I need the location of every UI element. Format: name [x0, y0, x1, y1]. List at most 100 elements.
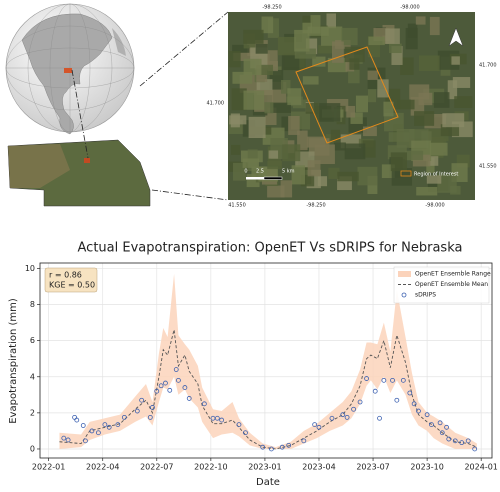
point	[186, 396, 192, 401]
y-tick-label: 8	[30, 300, 35, 309]
field	[405, 27, 418, 50]
point	[243, 430, 248, 436]
y-tick-label: 0	[30, 444, 35, 453]
field	[442, 113, 465, 128]
field	[350, 112, 363, 124]
field	[357, 166, 378, 186]
field	[332, 41, 344, 63]
map-overlay	[246, 27, 464, 180]
field	[429, 142, 448, 156]
point	[416, 408, 421, 414]
point	[158, 383, 164, 389]
field	[383, 101, 394, 117]
point	[312, 422, 318, 427]
field	[287, 88, 302, 105]
point	[236, 422, 242, 427]
field	[337, 171, 359, 182]
map-label: -98.250	[262, 5, 281, 11]
point	[269, 446, 274, 452]
map-label: 2.5	[256, 169, 264, 175]
point	[452, 438, 458, 444]
field	[451, 56, 460, 65]
field	[277, 36, 297, 56]
map-label: Region of Interest	[414, 172, 458, 178]
point	[214, 415, 220, 421]
point	[72, 414, 78, 420]
field	[415, 16, 426, 25]
map-label: 0	[244, 169, 247, 175]
field	[404, 150, 424, 161]
point	[459, 440, 465, 446]
field	[318, 45, 334, 54]
point	[344, 414, 350, 420]
field	[307, 160, 321, 177]
point	[139, 397, 145, 403]
x-tick-label: 2022-01	[32, 463, 65, 472]
field	[255, 43, 268, 54]
field	[282, 144, 301, 162]
field	[280, 180, 293, 198]
point	[340, 412, 346, 418]
field	[260, 64, 274, 75]
field	[416, 186, 438, 196]
point	[150, 405, 155, 410]
x-tick-label: 2023-10	[410, 463, 443, 472]
point	[472, 446, 478, 452]
field	[264, 102, 274, 114]
field	[314, 144, 335, 165]
field	[349, 58, 360, 70]
point	[83, 438, 88, 444]
field	[310, 15, 321, 34]
point	[439, 430, 445, 436]
field	[228, 51, 241, 68]
globe	[5, 3, 135, 135]
field	[265, 107, 277, 126]
x-tick-label: 2023-01	[248, 463, 281, 472]
field	[409, 84, 430, 100]
x-axis-label: Date	[256, 477, 280, 488]
point	[106, 424, 112, 430]
point	[357, 399, 363, 405]
field	[388, 43, 402, 54]
point	[329, 415, 335, 421]
field	[454, 96, 473, 109]
map-label: 41.700	[479, 63, 497, 69]
field	[291, 165, 305, 185]
field	[440, 124, 460, 137]
field	[294, 48, 316, 59]
field	[328, 167, 340, 179]
point	[163, 380, 168, 386]
field	[267, 185, 285, 198]
field	[433, 92, 450, 108]
map-label: 5 km	[282, 169, 295, 175]
field	[362, 140, 376, 158]
field	[426, 175, 442, 184]
satellite-image	[228, 12, 475, 200]
field	[346, 105, 356, 118]
field	[269, 69, 284, 90]
field	[344, 143, 366, 160]
field	[330, 129, 341, 143]
point	[173, 367, 179, 372]
legend-label: OpenET Ensemble Mean	[415, 281, 488, 288]
field	[341, 27, 358, 46]
annotation: r = 0.86	[49, 271, 82, 280]
field	[368, 36, 385, 46]
x-tick-label: 2022-07	[140, 463, 173, 472]
map-label: 41.550	[228, 203, 246, 209]
point	[411, 401, 417, 407]
field	[232, 44, 250, 53]
point	[446, 436, 452, 442]
point	[351, 406, 356, 412]
point	[301, 438, 307, 444]
y-tick-label: 6	[30, 336, 35, 345]
point	[465, 438, 471, 444]
field	[243, 58, 262, 76]
field	[302, 76, 319, 85]
field	[447, 80, 458, 100]
field	[412, 154, 431, 167]
field	[242, 158, 259, 168]
field	[300, 174, 315, 187]
map-label: 41.550	[479, 164, 497, 170]
